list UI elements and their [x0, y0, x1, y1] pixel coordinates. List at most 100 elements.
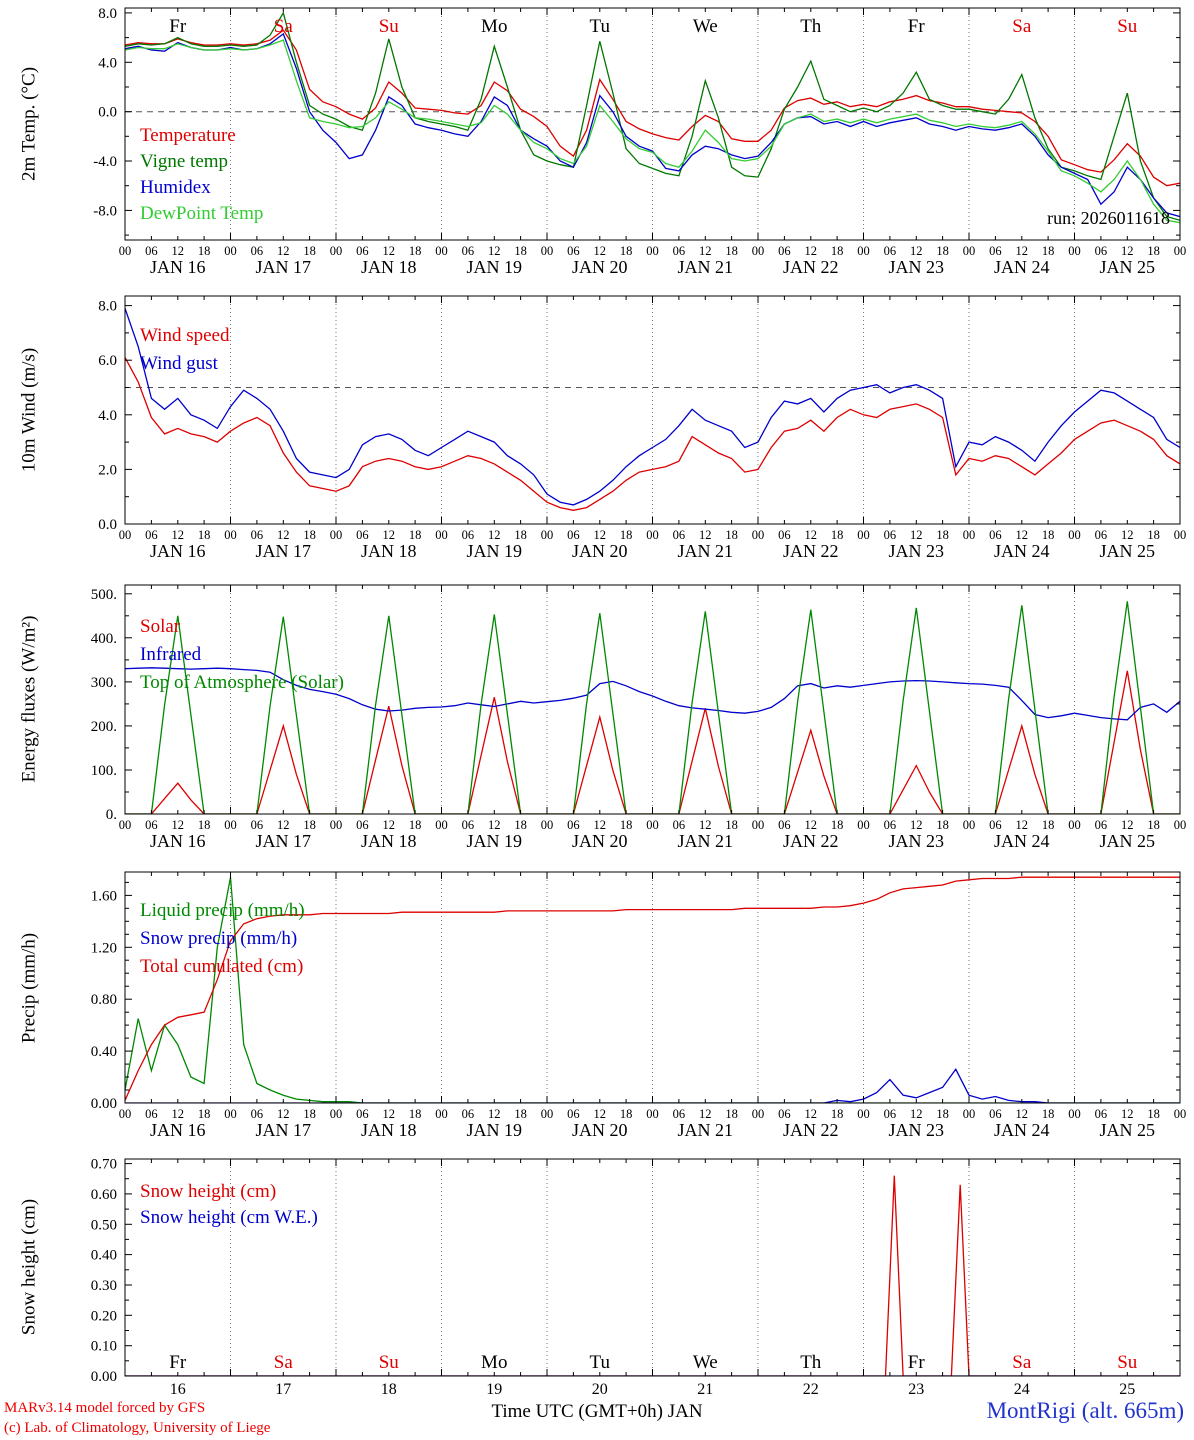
day-label: JAN 24	[994, 831, 1050, 851]
day-label: JAN 22	[783, 541, 839, 561]
y-tick-label: 6.0	[98, 353, 117, 369]
day-label: JAN 24	[994, 257, 1050, 277]
hour-tick-label: 12	[1121, 244, 1134, 258]
hour-tick-label: 18	[198, 528, 211, 542]
hour-tick-label: 12	[172, 1107, 185, 1121]
weekday-label: Mo	[481, 1352, 507, 1373]
hour-tick-label: 06	[356, 244, 369, 258]
series-snow-height-cm	[125, 1175, 1180, 1376]
hour-tick-label: 06	[567, 244, 580, 258]
hour-tick-label: 12	[805, 818, 818, 832]
footer-copyright-line: (c) Lab. of Climatology, University of L…	[4, 1420, 271, 1436]
hour-tick-label: 18	[936, 528, 949, 542]
day-label: JAN 21	[677, 1120, 733, 1140]
hour-tick-label: 00	[224, 1107, 237, 1121]
hour-tick-label: 06	[989, 528, 1002, 542]
day-label: JAN 23	[888, 257, 944, 277]
hour-tick-label: 06	[356, 1107, 369, 1121]
hour-tick-label: 12	[805, 244, 818, 258]
hour-tick-label: 18	[620, 1107, 633, 1121]
hour-tick-label: 12	[1016, 1107, 1029, 1121]
hour-tick-label: 00	[435, 528, 448, 542]
legend-solar: Solar	[140, 616, 181, 637]
hour-tick-label: 12	[383, 1107, 396, 1121]
hour-tick-label: 06	[1095, 528, 1108, 542]
hour-tick-label: 00	[857, 244, 870, 258]
hour-tick-label: 18	[831, 528, 844, 542]
day-label: JAN 25	[1099, 831, 1155, 851]
day-label: JAN 22	[783, 831, 839, 851]
panel-2m-temp-c: 8.0 4.0 0.0 -4.0 -8.0 00 06 12 18 00 06 12 18 00 06 12 1…	[93, 6, 1186, 277]
hour-tick-label: 06	[251, 244, 264, 258]
day-number-label: 20	[592, 1381, 608, 1398]
hour-tick-label: 18	[409, 1107, 422, 1121]
y-tick-label: 0.50	[91, 1217, 117, 1233]
hour-tick-label: 18	[1042, 818, 1055, 832]
weekday-label: Fr	[169, 16, 187, 37]
y-axis-title-snow: Snow height (cm)	[18, 1198, 40, 1336]
y-axis-title-temp: 2m Temp. (°C)	[18, 66, 40, 182]
day-label: JAN 17	[255, 1120, 311, 1140]
hour-tick-label: 12	[910, 818, 923, 832]
day-label: JAN 24	[994, 1120, 1050, 1140]
panel-snow-height-cm: 0.70 0.60 0.50 0.40 0.30 0.20 0.10 0.00 16 17 18 19…	[91, 1157, 1181, 1398]
y-tick-label: 0.0	[98, 105, 117, 121]
day-label: JAN 19	[466, 831, 522, 851]
hour-tick-label: 18	[936, 244, 949, 258]
hour-tick-label: 00	[963, 528, 976, 542]
y-axis-title-energy: Energy fluxes (W/m²)	[18, 615, 40, 783]
hour-tick-label: 18	[1147, 818, 1160, 832]
day-label: JAN 20	[572, 257, 628, 277]
hour-tick-label: 12	[277, 1107, 290, 1121]
hour-tick-label: 18	[1147, 528, 1160, 542]
legend-liquid-precip: Liquid precip (mm/h)	[140, 900, 305, 921]
footer-model-line: MARv3.14 model forced by GFS	[4, 1400, 206, 1416]
weekday-label: Fr	[169, 1352, 187, 1373]
day-label: JAN 25	[1099, 541, 1155, 561]
legend-total-cumulated: Total cumulated (cm)	[140, 956, 304, 977]
hour-tick-label: 06	[567, 528, 580, 542]
hour-tick-label: 18	[620, 244, 633, 258]
hour-tick-label: 06	[989, 1107, 1002, 1121]
hour-tick-label: 12	[172, 528, 185, 542]
day-number-label: 23	[908, 1381, 924, 1398]
weekday-label: Fr	[908, 1352, 926, 1373]
hour-tick-label: 12	[488, 528, 501, 542]
legend-snow-height: Snow height (cm)	[140, 1181, 277, 1202]
y-tick-label: 0.40	[91, 1248, 117, 1264]
hour-tick-label: 06	[567, 818, 580, 832]
weekday-label: Su	[1117, 1352, 1138, 1373]
footer-credits: MARv3.14 model forced by GFS (c) Lab. of…	[4, 1398, 270, 1438]
day-number-label: 22	[803, 1381, 819, 1398]
legend-snow-height-we: Snow height (cm W.E.)	[140, 1207, 318, 1228]
y-tick-label: 2.0	[98, 462, 117, 478]
hour-tick-label: 18	[409, 528, 422, 542]
hour-tick-label: 00	[541, 1107, 554, 1121]
weekday-label: Tu	[590, 16, 611, 37]
day-label: JAN 19	[466, 257, 522, 277]
day-label: JAN 16	[150, 541, 206, 561]
hour-tick-label: 18	[725, 818, 738, 832]
legend-wind-speed: Wind speed	[140, 325, 230, 346]
hour-tick-label: 18	[831, 244, 844, 258]
hour-tick-label: 18	[1042, 244, 1055, 258]
day-label: JAN 17	[255, 257, 311, 277]
series-humidex	[125, 32, 1180, 218]
hour-tick-label: 06	[567, 1107, 580, 1121]
hour-tick-label: 12	[594, 1107, 607, 1121]
day-label: JAN 25	[1099, 257, 1155, 277]
y-tick-label: 0.0	[98, 517, 117, 533]
hour-tick-label: 00	[752, 818, 765, 832]
y-axis-title-precip: Precip (mm/h)	[18, 932, 40, 1044]
hour-tick-label: 06	[1095, 244, 1108, 258]
hour-tick-label: 12	[383, 818, 396, 832]
legend-infrared: Infrared	[140, 644, 202, 665]
weekday-label: Th	[800, 16, 822, 37]
hour-tick-label: 18	[198, 818, 211, 832]
hour-tick-label: 18	[303, 244, 316, 258]
hour-tick-label: 12	[1016, 818, 1029, 832]
hour-tick-label: 06	[251, 528, 264, 542]
hour-tick-label: 06	[778, 1107, 791, 1121]
day-label: JAN 16	[150, 1120, 206, 1140]
